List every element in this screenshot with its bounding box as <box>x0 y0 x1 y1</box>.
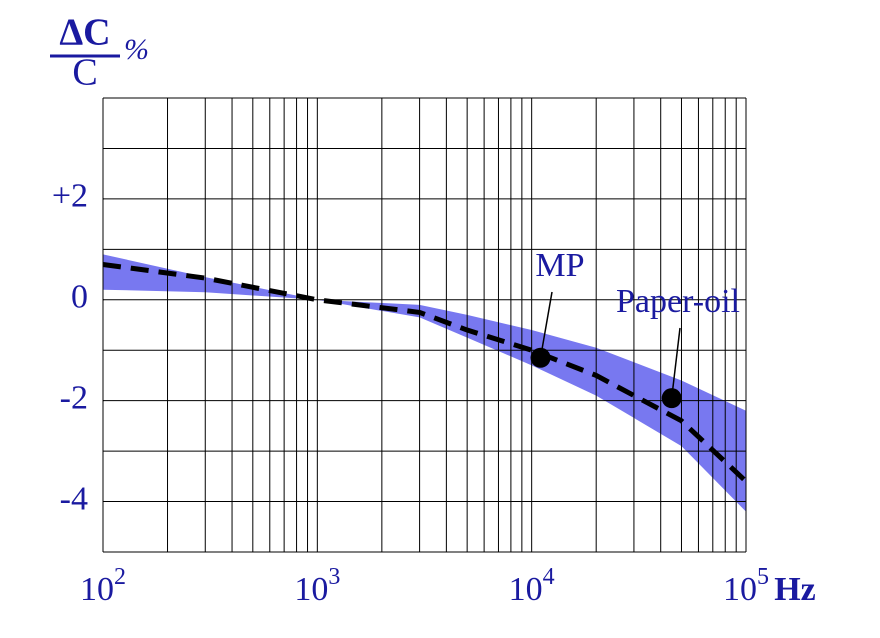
y-tick-label: 0 <box>71 279 88 316</box>
y-tick-label: -4 <box>60 480 88 517</box>
x-tick-exponent: 5 <box>757 564 769 590</box>
mp-line <box>102 261 748 484</box>
x-tick-label: 102 <box>80 564 126 608</box>
y-tick-label: -2 <box>60 379 88 416</box>
x-tick-base: 10 <box>723 571 757 608</box>
x-tick-exponent: 2 <box>114 564 126 590</box>
x-tick-exponent: 3 <box>328 564 340 590</box>
x-tick-exponent: 4 <box>543 564 555 590</box>
y-label-denominator: C <box>72 52 97 94</box>
x-tick-label: 104 <box>509 564 555 608</box>
annotation-label: Paper-oil <box>616 283 740 320</box>
y-label-unit: % <box>124 33 149 66</box>
annotation-label: MP <box>535 247 584 284</box>
annotation-dot <box>661 388 682 409</box>
leader-line <box>670 327 681 399</box>
x-unit: Hz <box>774 571 816 608</box>
leader-line <box>539 291 553 358</box>
annotation-dot <box>530 347 551 368</box>
x-tick-label: 103 <box>294 564 340 608</box>
y-label-numerator: ΔC <box>59 12 110 54</box>
x-tick-base: 10 <box>80 571 114 608</box>
x-tick-base: 10 <box>509 571 543 608</box>
y-tick-label: +2 <box>52 178 88 215</box>
x-tick-base: 10 <box>294 571 328 608</box>
x-tick-label: 105 <box>723 564 769 608</box>
